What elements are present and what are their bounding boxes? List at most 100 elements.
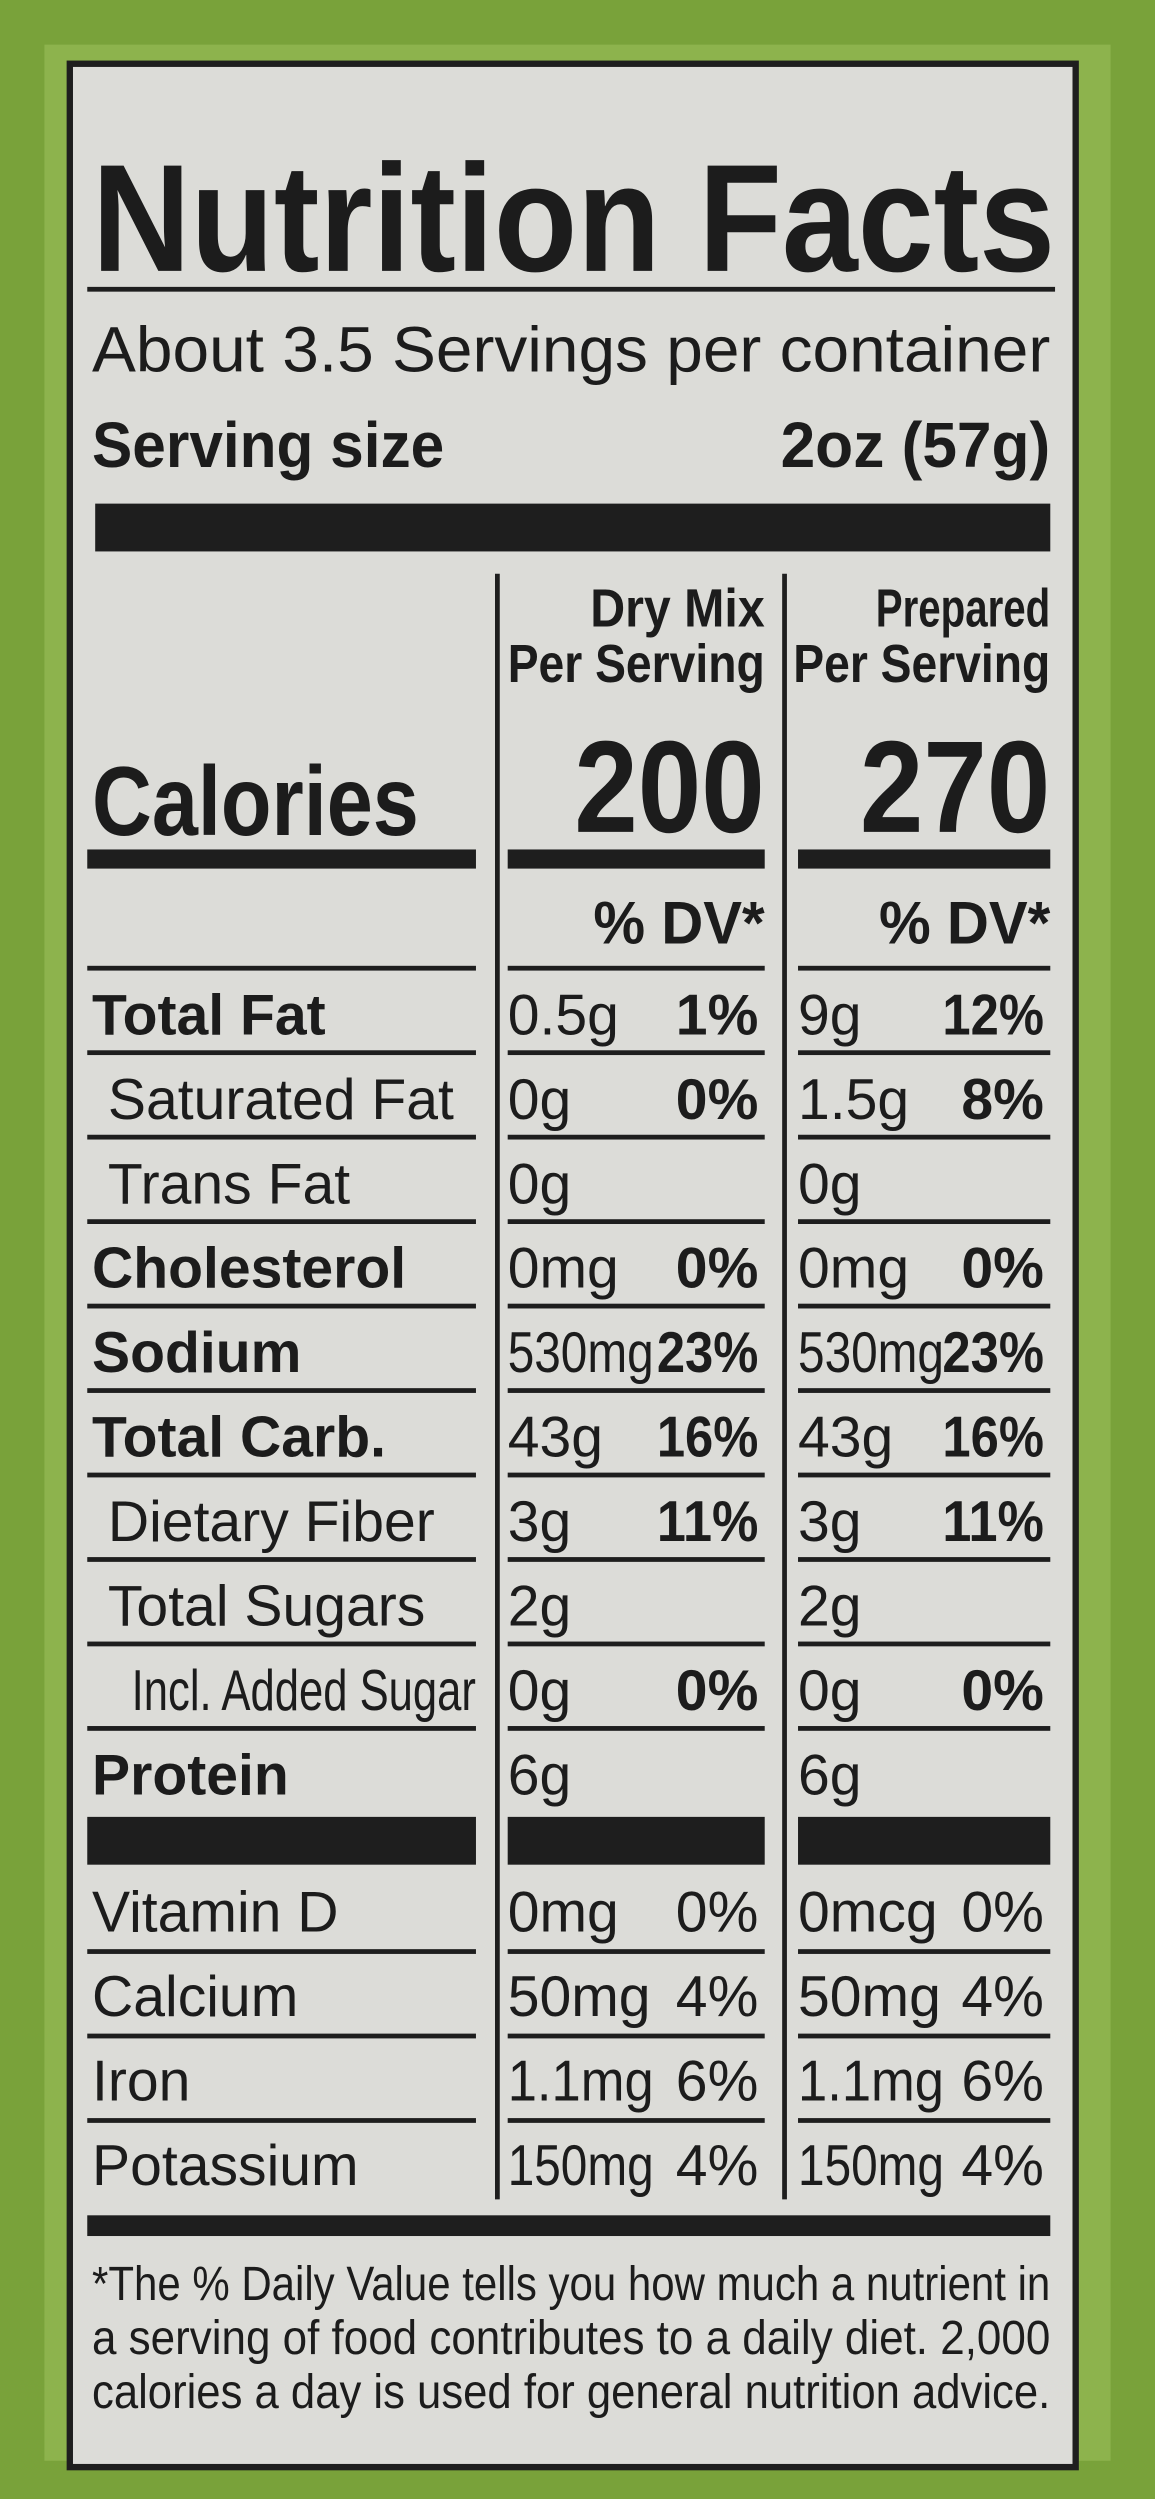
calories-value: 200 <box>574 714 764 860</box>
vitamin-name: Calcium <box>92 1965 298 2029</box>
serving-size-label: Serving size <box>92 410 444 481</box>
nutrient-name: Total Sugars <box>108 1575 425 1639</box>
row-line <box>87 1949 476 1954</box>
amount: 50mg <box>798 1965 941 2029</box>
daily-value: 12% <box>942 983 1044 1047</box>
row-line <box>798 1949 1051 1954</box>
row-line <box>798 2033 1051 2039</box>
column-divider <box>782 573 787 2200</box>
nutrient-name: Total Carb. <box>92 1406 386 1470</box>
row-line <box>507 1641 765 1647</box>
row-line <box>798 1472 1051 1478</box>
nutrient-name: Saturated Fat <box>108 1068 454 1132</box>
amount: 0g <box>798 1152 862 1216</box>
amount: 0mcg <box>798 1881 938 1945</box>
row-line <box>87 1557 476 1562</box>
daily-value: 11% <box>657 1490 759 1554</box>
label-panel <box>66 60 1079 2471</box>
amount: 3g <box>798 1490 862 1554</box>
amount: 0mg <box>508 1237 619 1301</box>
daily-value: 4% <box>676 2134 759 2198</box>
daily-value: 16% <box>942 1406 1044 1470</box>
row-line <box>87 1303 476 1309</box>
amount: 43g <box>798 1406 893 1470</box>
daily-value: 4% <box>961 2134 1044 2198</box>
amount: 43g <box>508 1406 603 1470</box>
amount: 6g <box>508 1743 572 1807</box>
row-line <box>87 1134 476 1140</box>
nutrient-name: Total Fat <box>92 983 326 1047</box>
vitamin-name: Iron <box>92 2049 190 2113</box>
row-line <box>507 1303 765 1309</box>
amount: 0mg <box>508 1881 619 1945</box>
amount: 1.1mg <box>798 2049 944 2113</box>
row-line <box>87 1726 476 1731</box>
thick-bar <box>87 849 476 869</box>
rule <box>87 286 1056 292</box>
amount: 9g <box>798 983 862 1047</box>
row-line <box>507 2033 765 2039</box>
row-line <box>87 2118 476 2123</box>
amount: 3g <box>508 1490 572 1554</box>
thick-bar <box>87 2215 1051 2237</box>
row-line <box>507 2118 765 2123</box>
daily-value: 6% <box>961 2049 1044 2113</box>
amount: 0g <box>508 1152 572 1216</box>
amount: 530mg <box>798 1321 944 1385</box>
row-line <box>507 1388 765 1393</box>
calories-value: 270 <box>860 714 1050 860</box>
footnote-line: a serving of food contributes to a daily… <box>92 2312 1050 2365</box>
amount: 6g <box>798 1743 862 1807</box>
row-line <box>798 2118 1051 2123</box>
row-line <box>507 1557 765 1562</box>
nutrient-name: Protein <box>92 1743 289 1807</box>
daily-value: 16% <box>657 1406 759 1470</box>
daily-value: 0% <box>676 1068 759 1132</box>
row-line <box>798 1134 1051 1140</box>
row-line <box>798 1219 1051 1224</box>
amount: 0g <box>508 1068 572 1132</box>
nutrient-name: Incl. Added Sugar <box>132 1659 476 1723</box>
daily-value: 0% <box>676 1881 759 1945</box>
daily-value: 23% <box>657 1321 759 1385</box>
amount: 0mg <box>798 1237 909 1301</box>
thick-bar <box>798 1816 1051 1865</box>
daily-value: 4% <box>961 1965 1044 2029</box>
daily-value: 11% <box>942 1490 1044 1554</box>
row-line <box>798 965 1051 971</box>
nutrient-name: Trans Fat <box>108 1152 350 1216</box>
calories-label: Calories <box>92 746 419 856</box>
dv-header: % DV* <box>879 888 1051 956</box>
amount: 0g <box>508 1659 572 1723</box>
row-line <box>798 1726 1051 1731</box>
row-line <box>798 1641 1051 1647</box>
daily-value: 8% <box>961 1068 1044 1132</box>
thick-bar <box>798 849 1051 869</box>
daily-value: 0% <box>961 1237 1044 1301</box>
amount: 150mg <box>798 2134 944 2198</box>
daily-value: 6% <box>676 2049 759 2113</box>
amount: 1.5g <box>798 1068 909 1132</box>
column-header: Per Serving <box>793 634 1050 694</box>
daily-value: 0% <box>676 1237 759 1301</box>
dv-header: % DV* <box>593 888 765 956</box>
daily-value: 0% <box>676 1659 759 1723</box>
amount: 2g <box>508 1575 572 1639</box>
row-line <box>507 1050 765 1056</box>
thick-bar <box>507 849 765 869</box>
row-line <box>507 1726 765 1731</box>
row-line <box>798 1557 1051 1562</box>
amount: 50mg <box>508 1965 651 2029</box>
thick-bar <box>87 1816 476 1865</box>
daily-value: 23% <box>942 1321 1044 1385</box>
row-line <box>87 1219 476 1224</box>
serving-size-value: 2oz (57g) <box>781 410 1051 481</box>
nutrient-name: Cholesterol <box>92 1237 406 1301</box>
row-line <box>507 1472 765 1478</box>
row-line <box>87 2033 476 2039</box>
daily-value: 0% <box>961 1881 1044 1945</box>
amount: 150mg <box>508 2134 654 2198</box>
footnote-line: calories a day is used for general nutri… <box>92 2366 1050 2419</box>
